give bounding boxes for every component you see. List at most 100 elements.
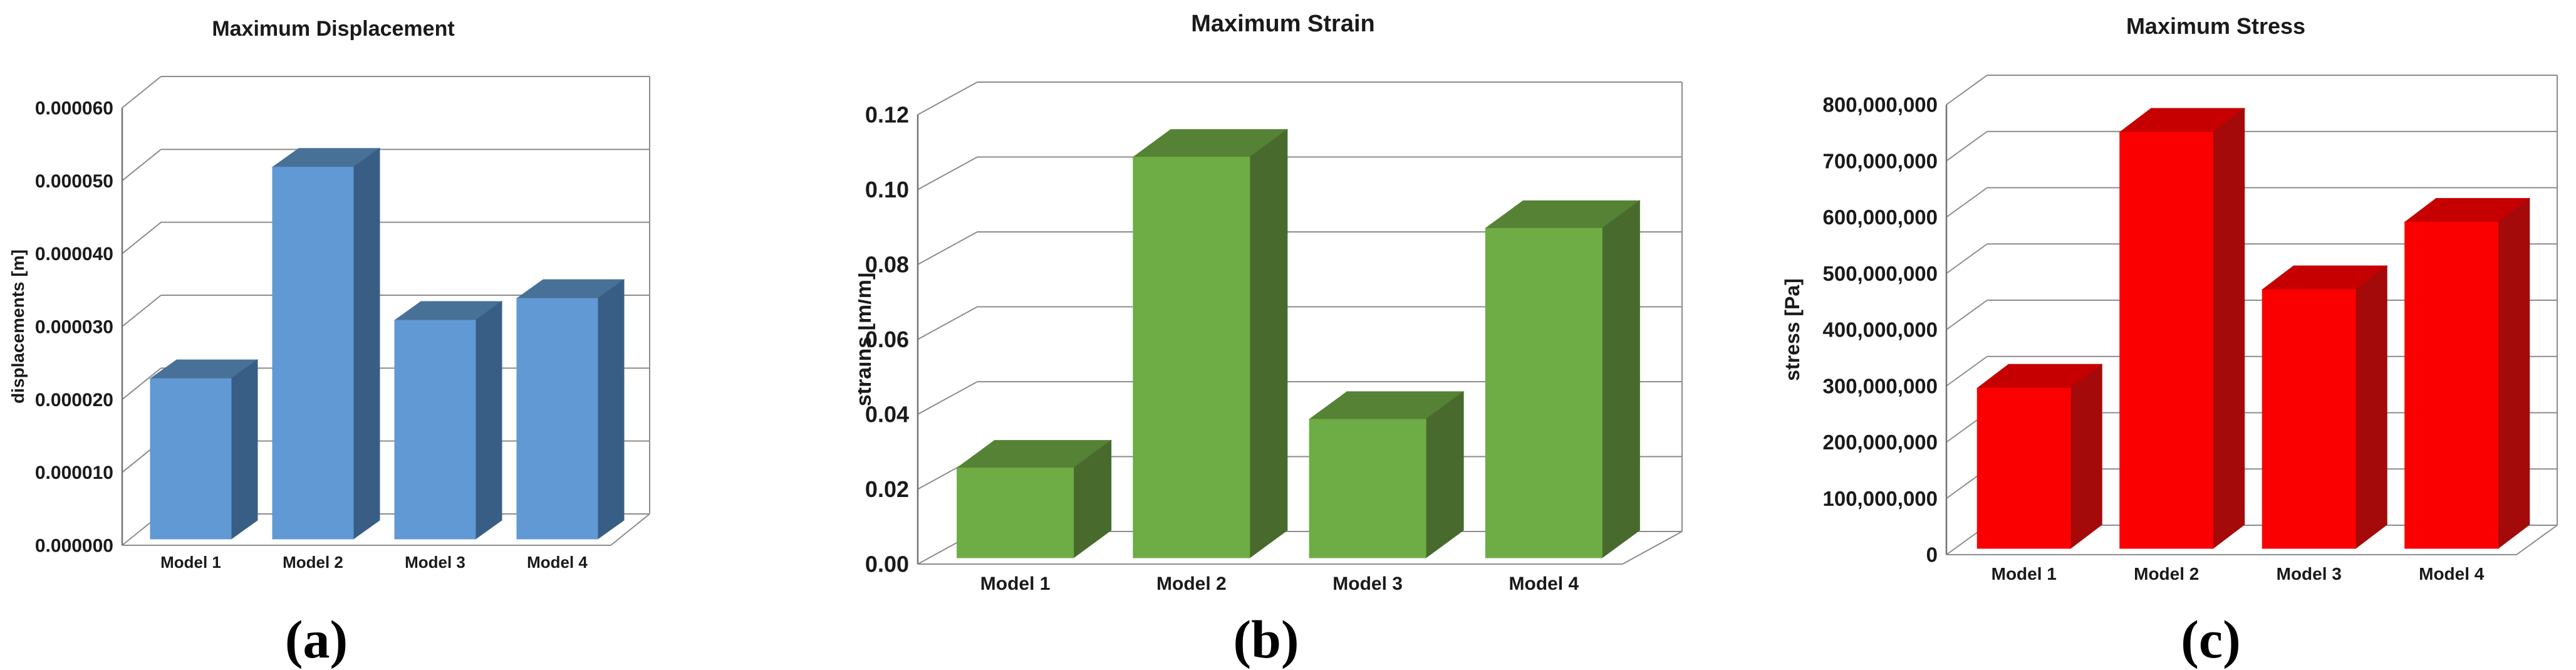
bar-front-face (1309, 419, 1426, 558)
y-tick-label: 600,000,000 (1822, 206, 1938, 229)
bar-side-face (353, 147, 380, 540)
chart-panel-displacement: Model 1 Model 2 Model 3 Model 4 0.000000 0.00… (0, 0, 858, 670)
gridline (917, 81, 978, 115)
gridline (917, 381, 978, 415)
y-tick-label: 0.10 (865, 177, 909, 202)
y-tick-label: 0.000050 (35, 171, 113, 192)
bar-side-face (2213, 107, 2245, 550)
y-tick-label: 0.000040 (35, 244, 113, 264)
chart-panel-stress: Model 1 Model 2 Model 3 Model 4 0 100,000,000… (1718, 0, 2576, 670)
bar-side-face (2498, 197, 2530, 550)
gridline (917, 306, 978, 340)
chart-b: Model 1 Model 2 Model 3 Model 4 0.00 0.02 0.04… (852, 11, 1683, 594)
bar-front-face (957, 468, 1074, 558)
y-tick-label: 0.000000 (35, 536, 113, 557)
bar-model-4 (1484, 200, 1641, 558)
bar-side-face (475, 301, 502, 540)
bar-model-3 (1308, 390, 1465, 558)
floor-right-edge (2516, 525, 2558, 555)
y-tick-label: 0.00 (865, 552, 909, 577)
bar-model-1 (956, 439, 1113, 558)
y-tick-label: 0.06 (865, 327, 909, 352)
y-tick-label: 0.12 (865, 102, 909, 128)
bar-side-face (2070, 364, 2102, 550)
y-tick-label: 200,000,000 (1822, 431, 1938, 454)
caption-a: (a) (284, 609, 348, 669)
caption-c: (c) (2181, 609, 2241, 669)
bar-front-face (2119, 132, 2214, 549)
chart-title: Maximum Displacement (212, 17, 454, 41)
gridline (122, 221, 162, 254)
bar-model-4 (516, 279, 625, 540)
bar-side-face (231, 359, 258, 540)
bar-front-face (2404, 221, 2499, 549)
bar-front-face (1976, 387, 2071, 549)
gridline (917, 231, 978, 265)
x-tick-label: Model 1 (160, 553, 221, 572)
bar-front-face (272, 167, 354, 540)
x-tick-label: Model 2 (283, 553, 343, 572)
y-tick-label: 0 (1926, 543, 1938, 567)
y-tick-label: 0.000030 (35, 317, 113, 338)
y-tick-label: 400,000,000 (1822, 318, 1938, 342)
x-tick-label: Model 3 (405, 553, 465, 572)
gridline (1946, 187, 1988, 218)
y-tick-label: 100,000,000 (1822, 487, 1938, 510)
bar-side-face (2355, 265, 2387, 550)
y-axis-title: displacements [m] (8, 249, 28, 404)
bar-side-face (1425, 390, 1464, 558)
bar-front-face (2262, 289, 2356, 549)
bar-model-2 (2119, 107, 2246, 550)
bar-model-2 (1132, 128, 1289, 558)
bar-model-3 (2261, 265, 2388, 550)
y-tick-label: 0.000060 (35, 98, 113, 119)
y-tick-label: 0.000020 (35, 390, 113, 411)
chart-title: Maximum Strain (1191, 11, 1375, 37)
bar-front-face (150, 378, 232, 540)
gridline (122, 76, 162, 108)
chart-title: Maximum Stress (2126, 13, 2305, 39)
caption-b: (b) (1233, 609, 1299, 669)
y-tick-label: 700,000,000 (1822, 149, 1938, 172)
y-tick-label: 0.04 (865, 402, 909, 427)
x-tick-label: Model 2 (1156, 573, 1227, 594)
y-tick-label: 300,000,000 (1822, 374, 1938, 397)
x-tick-label: Model 4 (2419, 564, 2485, 584)
bar-model-4 (2404, 197, 2531, 550)
floor-right-edge (610, 513, 650, 546)
bar-front-face (394, 320, 476, 540)
x-tick-label: Model 4 (1509, 573, 1579, 594)
chart-c: Model 1 Model 2 Model 3 Model 4 0 100,000,000… (1781, 13, 2558, 584)
gridline (1946, 130, 1988, 162)
x-tick-label: Model 3 (2277, 564, 2342, 584)
bar-front-face (1133, 157, 1250, 558)
x-tick-label: Model 1 (980, 573, 1051, 594)
x-tick-label: Model 2 (2134, 564, 2199, 584)
y-tick-label: 0.08 (865, 252, 909, 278)
gridline (122, 367, 162, 400)
x-tick-label: Model 1 (1992, 564, 2057, 584)
y-tick-label: 500,000,000 (1822, 262, 1938, 285)
gridline (1946, 243, 1988, 275)
y-tick-label: 0.000010 (35, 463, 113, 483)
x-tick-label: Model 4 (527, 553, 588, 572)
gridline (917, 156, 978, 191)
y-tick-label: 800,000,000 (1822, 93, 1938, 117)
x-tick-label: Model 3 (1332, 573, 1403, 594)
gridline (1946, 75, 1988, 105)
y-tick-label: 0.02 (865, 476, 909, 502)
floor-right-edge (1622, 531, 1683, 565)
bar-model-2 (271, 147, 381, 540)
chart-a: Model 1 Model 2 Model 3 Model 4 0.000000 0.00… (8, 17, 650, 572)
y-axis-title: stress [Pa] (1781, 278, 1804, 381)
gridline (122, 149, 162, 182)
bar-side-face (1249, 128, 1288, 558)
gridline (1946, 355, 1988, 387)
bar-model-1 (149, 359, 259, 540)
chart-panel-strain: Model 1 Model 2 Model 3 Model 4 0.00 0.02 0.04… (852, 0, 1716, 670)
bar-front-face (516, 298, 598, 540)
gridline (1946, 300, 1988, 330)
bar-front-face (1485, 228, 1602, 558)
bar-side-face (1601, 200, 1640, 558)
